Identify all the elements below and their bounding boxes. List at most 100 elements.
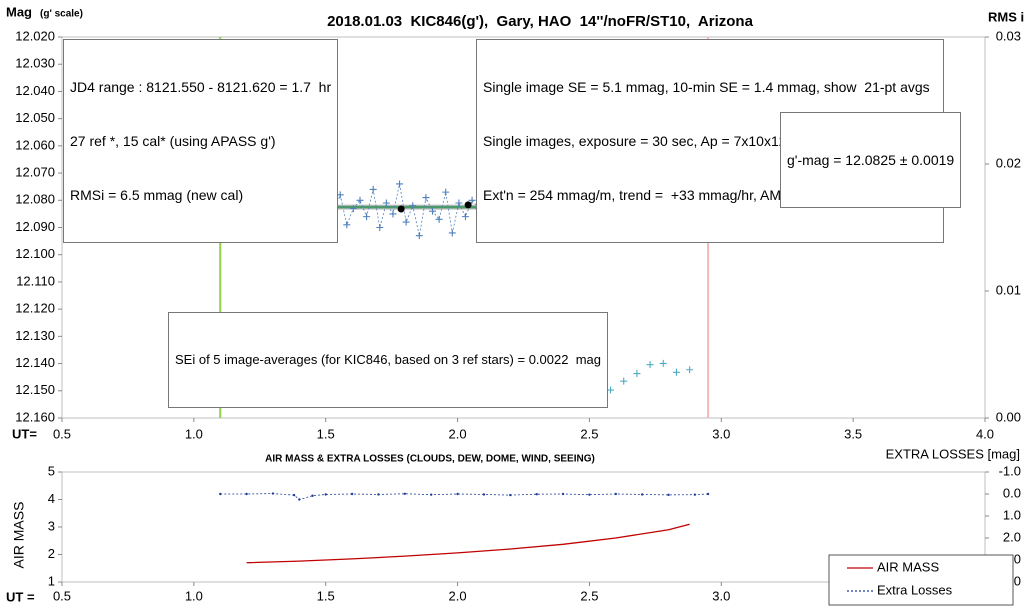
point	[343, 221, 351, 229]
y-tick-label: 12.080	[15, 192, 55, 207]
point	[561, 492, 565, 496]
x-tick-label: 2.5	[580, 426, 598, 441]
sei-note: SEi of 5 image-averages (for KIC846, bas…	[168, 312, 608, 408]
legend-label: AIR MASS	[877, 559, 939, 574]
y2-tick-label: 0.00	[996, 409, 1021, 424]
x-tick-label: 1.0	[185, 426, 203, 441]
y-axis-label-note: (g' scale)	[40, 9, 83, 20]
point	[389, 210, 397, 218]
point	[706, 492, 710, 496]
annotation-line: RMSi = 6.5 mmag (new cal)	[70, 187, 244, 203]
x-axis-label: UT =	[6, 589, 35, 604]
point	[349, 204, 357, 212]
point	[535, 493, 538, 496]
x-tick-label: 3.5	[844, 426, 862, 441]
point	[376, 224, 384, 231]
x-tick-label: 0.5	[53, 426, 71, 441]
y-tick-label: 12.110	[16, 273, 55, 288]
y2-tick-label: -1.0	[999, 463, 1021, 478]
annotation-line: SEi of 5 image-averages (for KIC846, bas…	[175, 352, 601, 367]
point	[693, 493, 697, 496]
y-tick-label: 12.140	[15, 355, 55, 370]
point	[298, 498, 301, 501]
point	[369, 185, 377, 193]
y2-axis-label: EXTRA LOSSES [mag]	[886, 446, 1020, 461]
point	[620, 377, 628, 385]
point	[464, 201, 472, 209]
point	[382, 199, 390, 207]
point	[430, 493, 433, 496]
point	[377, 493, 380, 496]
x-tick-label: 1.5	[317, 426, 335, 441]
y-tick-label: 12.120	[15, 301, 55, 316]
x-tick-label: 3.0	[712, 426, 730, 441]
point	[482, 493, 486, 496]
y-tick-label: 4	[48, 491, 55, 506]
mag-box: g'-mag = 12.0825 ± 0.0019	[780, 112, 962, 208]
y2-tick-label: 2.0	[1003, 529, 1021, 544]
y-tick-label: 1	[48, 573, 55, 588]
legend-box	[828, 554, 1014, 606]
point	[448, 229, 456, 237]
point	[363, 213, 371, 221]
point	[396, 180, 404, 188]
point	[435, 215, 443, 223]
point	[397, 205, 405, 213]
point	[415, 232, 423, 240]
point	[456, 492, 459, 496]
y2-axis-label: RMS i	[988, 9, 1024, 24]
y-tick-label: 12.050	[15, 110, 55, 125]
legend-label: Extra Losses	[877, 582, 953, 597]
point	[403, 492, 407, 495]
y-tick-label: 12.030	[15, 56, 55, 71]
y-tick-label: 12.040	[15, 83, 55, 98]
x-tick-label: 2.0	[449, 426, 467, 441]
annotation-line: JD4 range : 8121.550 - 8121.620 = 1.7 hr	[70, 79, 332, 95]
point	[350, 492, 354, 496]
annotation-line: 27 ref *, 15 cal* (using APASS g')	[70, 133, 276, 149]
x-axis-label: UT=	[12, 426, 37, 441]
y-tick-label: 12.060	[15, 137, 55, 152]
y-tick-label: 12.090	[15, 219, 55, 234]
y2-tick-label: 1.0	[1003, 507, 1021, 522]
point	[311, 494, 314, 497]
point	[686, 366, 694, 374]
point	[422, 194, 430, 202]
point	[667, 493, 670, 497]
y2-tick-label: 0.02	[996, 155, 1021, 170]
point	[509, 493, 512, 497]
y-tick-label: 5	[48, 463, 55, 478]
y-tick-label: 12.020	[15, 28, 55, 43]
range-box: JD4 range : 8121.550 - 8121.620 = 1.7 hr…	[63, 39, 339, 243]
point	[219, 492, 222, 496]
point	[409, 202, 417, 210]
point	[442, 188, 450, 196]
point	[429, 207, 437, 215]
x-tick-label: 0.5	[53, 588, 71, 603]
y-tick-label: 12.070	[15, 165, 55, 180]
point	[646, 361, 654, 369]
y-tick-label: 2	[48, 546, 55, 561]
point	[324, 493, 327, 496]
point	[640, 493, 644, 496]
y-axis-label: Mag	[6, 4, 32, 19]
y-tick-label: 12.100	[15, 246, 55, 261]
point	[659, 359, 667, 367]
point	[461, 213, 469, 221]
y-tick-label: 3	[48, 518, 55, 533]
point	[588, 493, 591, 496]
point	[607, 386, 615, 394]
x-tick-label: 2.5	[580, 588, 598, 603]
y2-tick-label: 0.0	[1003, 485, 1021, 500]
annotation-line: g'-mag = 12.0825 ± 0.0019	[787, 152, 955, 168]
annotation-line: Single image SE = 5.1 mmag, 10-min SE = …	[483, 79, 930, 95]
point	[455, 199, 463, 207]
y2-tick-label: 0.01	[996, 282, 1021, 297]
series-line	[246, 523, 690, 564]
x-tick-label: 3.0	[712, 588, 730, 603]
point	[271, 492, 275, 495]
x-tick-label: 4.0	[976, 426, 994, 441]
y-tick-label: 12.160	[15, 409, 55, 424]
point	[245, 492, 248, 496]
